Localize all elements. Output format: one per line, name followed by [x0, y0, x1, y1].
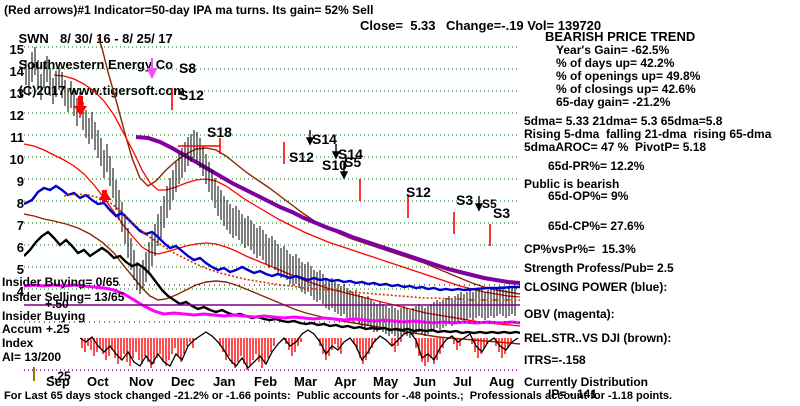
level-label-plus25: +.25: [46, 322, 70, 336]
stat-years-gain: Year's Gain= -62.5%: [556, 43, 670, 57]
magenta-sell-arrow: [146, 58, 158, 80]
axis-start-tick: [33, 367, 35, 381]
accum-histogram: [81, 338, 512, 370]
x-tick-oct: Oct: [87, 374, 109, 389]
annotation-s14-b: S14: [338, 146, 363, 162]
company-name: Southwestern Energy Co: [18, 57, 174, 72]
y-tick-6: 6: [16, 240, 24, 255]
y-tick-14: 14: [9, 64, 24, 79]
price-chart-plot: S8 S12 S18 S14 S12 S14 S10 S5 S12 S3 S5 …: [24, 38, 520, 370]
obv-black-line: [24, 230, 520, 335]
upper-brown-band: [97, 38, 520, 295]
x-tick-feb: Feb: [254, 374, 278, 389]
rel-strength-line: [63, 193, 520, 301]
x-tick-mar: Mar: [294, 374, 318, 389]
y-tick-7: 7: [16, 218, 24, 233]
annotation-s3-a: S3: [456, 192, 474, 208]
legend-closing-power: CLOSING POWER (blue):: [524, 280, 668, 294]
annotation-s18: S18: [207, 124, 232, 140]
ai-stat: AI= 13/200: [2, 350, 62, 364]
lower-red-band: [24, 143, 520, 327]
x-tick-nov: Nov: [129, 374, 154, 389]
closing-power-line: [24, 184, 520, 292]
y-tick-4: 4: [16, 284, 24, 299]
annotation-s3-b: S3: [493, 205, 511, 221]
stat-65d-op: 65d-OP%= 9%: [548, 189, 629, 203]
y-tick-12: 12: [9, 108, 24, 123]
y-tick-13: 13: [9, 86, 24, 101]
stat-dma-trend: Rising 5-dma falling 21-dma rising 65-dm…: [524, 127, 772, 141]
ticker-symbol: SWN: [18, 31, 49, 46]
x-tick-jan: Jan: [213, 374, 236, 389]
footer-summary: For Last 65 days stock changed -21.2% or…: [4, 390, 673, 402]
upper-red-band: [53, 74, 520, 298]
signal-tick-marks: [171, 88, 491, 246]
x-tick-aug: Aug: [489, 374, 515, 389]
stat-public-bearish: Public is bearish: [524, 177, 620, 191]
y-tick-15: 15: [9, 42, 24, 57]
annotation-s5-a: S5: [344, 154, 362, 170]
stat-65day-gain: 65-day gain= -21.2%: [556, 95, 671, 109]
legend-obv: OBV (magenta):: [524, 307, 615, 321]
stat-aroc-pivot: 5dmaAROC= 47 % PivotP= 5.18: [524, 140, 707, 154]
copyright-url: (C)2017 www.tigersoft.com: [18, 83, 185, 98]
x-tick-may: May: [373, 374, 399, 389]
ticker-line: SWN Southwestern Energy Co (C)2017 www.t…: [4, 19, 185, 110]
legend-rel-strength: REL.STR..VS DJI (brown):: [524, 331, 672, 345]
stat-distribution: Currently Distribution: [524, 375, 649, 389]
accum-index-line: [79, 329, 519, 370]
level-label-minus25: -.25: [50, 369, 71, 383]
trend-banner: BEARISH PRICE TREND: [545, 29, 696, 44]
lower-brown-band: [24, 213, 520, 345]
x-tick-jun: Jun: [413, 374, 437, 389]
y-tick-11: 11: [10, 130, 24, 145]
insider-buying-label: Insider Buying: [2, 309, 86, 323]
obv-magenta-line: [24, 283, 520, 325]
stat-dma-values: 5dma= 5.33 21dma= 5.3 65dma=5.8: [524, 114, 723, 128]
close-value: Close= 5.33: [360, 18, 436, 33]
change-volume-value: Change=-.19 Vol= 139720: [446, 18, 602, 33]
accum-label: Accum: [2, 322, 43, 336]
stat-65d-pr: 65d-PR%= 12.2%: [548, 159, 645, 173]
accumulation-index-panel: [24, 284, 520, 371]
y-tick-10: 10: [9, 152, 24, 167]
x-tick-sep: Sep: [46, 374, 70, 389]
x-tick-dec: Dec: [171, 374, 195, 389]
annotation-s8: S8: [179, 60, 197, 76]
annotation-s5-b: S5: [482, 197, 497, 211]
annotation-s12-b: S12: [289, 149, 314, 165]
red-buy-arrow-1: [98, 190, 112, 202]
index-label: Index: [2, 336, 34, 350]
stat-strength: Strength Profess/Pub= 2.5: [524, 261, 674, 275]
stat-itrs: ITRS=-.158: [524, 353, 586, 367]
x-tick-jul: Jul: [453, 374, 472, 389]
insider-buying-stat: Insider Buying= 0/65: [2, 275, 120, 289]
black-signal-arrows: [305, 130, 484, 212]
stat-days-up: % of days up= 42.2%: [556, 56, 675, 70]
stat-ip: IP= -.141: [548, 387, 598, 401]
stat-cp-vs-pr: CP%vsPr%= 15.3%: [524, 242, 636, 256]
y-tick-5: 5: [16, 262, 24, 277]
y-tick-8: 8: [16, 196, 24, 211]
level-label-plus50: +.50: [45, 297, 69, 311]
red-sell-arrow-1: [74, 96, 87, 116]
insider-selling-stat: Insider Selling= 13/65: [2, 290, 125, 304]
stat-closings-up: % of closings up= 42.6%: [556, 82, 696, 96]
x-tick-apr: Apr: [334, 374, 357, 389]
annotation-s14-a: S14: [312, 131, 337, 147]
indicator-headline: (Red arrows)#1 Indicator=50-day IPA ma t…: [4, 3, 374, 17]
y-tick-9: 9: [16, 174, 24, 189]
annotation-s12-c: S12: [406, 184, 431, 200]
stat-65d-cp: 65d-CP%= 27.6%: [548, 219, 645, 233]
annotation-s10: S10: [322, 157, 347, 173]
stat-openings-up: % of openings up= 49.8%: [556, 69, 701, 83]
annotation-s12-a: S12: [179, 87, 204, 103]
price-chart-svg: [24, 38, 520, 345]
